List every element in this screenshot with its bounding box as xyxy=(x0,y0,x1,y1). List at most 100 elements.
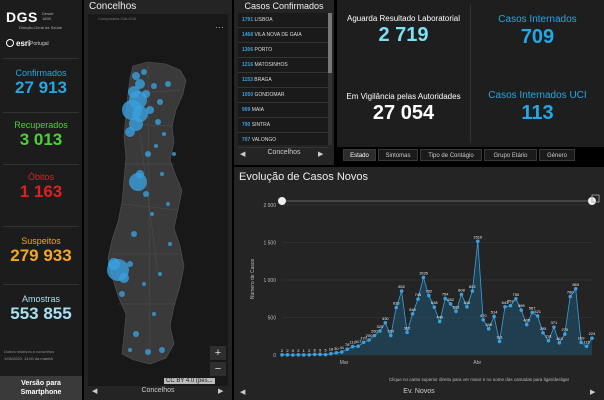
data-point xyxy=(584,344,589,349)
data-point xyxy=(291,353,295,357)
data-point xyxy=(563,332,567,336)
data-label: 41 xyxy=(340,345,345,350)
last-updated: 1/05/2020, 11:00 da manhã xyxy=(4,356,53,361)
data-label: 792 xyxy=(425,289,432,294)
confirmed-list: 1791 LISBOA 1468 VILA NOVA DE GAIA 1306 … xyxy=(238,13,328,148)
list-title: Casos Confirmados xyxy=(244,1,324,11)
data-point xyxy=(503,304,507,309)
smartphone-line1: Versão para xyxy=(21,380,61,387)
prev-arrow-icon[interactable]: ◀ xyxy=(240,389,246,396)
x-tick-label: Abr xyxy=(473,360,481,366)
data-point xyxy=(557,340,562,345)
data-label: 30 xyxy=(334,346,339,351)
data-label: 191 xyxy=(545,334,552,339)
list-item-name: GONDOMAR xyxy=(254,92,285,98)
data-point xyxy=(530,310,534,315)
list-item[interactable]: 1153 BRAGA xyxy=(238,73,328,88)
data-point xyxy=(590,336,594,340)
list-item-count: 707 xyxy=(242,137,251,143)
logo-tagline: Direção-Geral da Saúde xyxy=(19,25,63,30)
chart-footer-tab[interactable]: Ev. Novos xyxy=(403,388,435,395)
portugal-map xyxy=(107,61,187,365)
data-point xyxy=(443,296,447,301)
list-item[interactable]: 1050 GONDOMAR xyxy=(238,88,328,103)
list-footer-tab[interactable]: Concelhos xyxy=(267,149,301,156)
stat-value: 1 163 xyxy=(19,182,63,201)
data-label: 5 xyxy=(324,348,327,353)
case-bubbles xyxy=(107,69,176,355)
tab-grupo-etario[interactable]: Grupo Etário xyxy=(484,149,537,161)
prev-arrow-icon[interactable]: ◀ xyxy=(92,388,98,395)
list-item[interactable]: 1791 LISBOA xyxy=(238,13,328,28)
data-label: 780 xyxy=(567,290,574,295)
data-point xyxy=(568,294,573,299)
data-label: 371 xyxy=(551,320,558,325)
map-footer-tab[interactable]: Concelhos xyxy=(141,387,175,394)
data-label: 18 xyxy=(329,347,334,352)
data-label: 181 xyxy=(496,334,503,339)
y-tick-label: 1 000 xyxy=(263,278,276,284)
data-label: 549 xyxy=(409,307,416,312)
data-point xyxy=(481,317,486,322)
list-scrollbar[interactable] xyxy=(328,13,332,145)
data-label: 117 xyxy=(355,339,362,344)
data-point xyxy=(416,297,420,301)
list-item[interactable]: 1306 PORTO xyxy=(238,43,328,58)
data-label: 260 xyxy=(371,329,378,334)
tab-sintomas[interactable]: Sintomas xyxy=(378,149,418,161)
data-label: 883 xyxy=(572,282,579,287)
tab-tipo-contagio[interactable]: Tipo de Contágio xyxy=(420,149,482,161)
data-label: 78 xyxy=(345,342,350,347)
tab-estado[interactable]: Estado xyxy=(343,149,376,161)
data-point xyxy=(454,309,458,314)
list-item[interactable]: 790 SINTRA xyxy=(238,118,328,133)
data-label: 657 xyxy=(507,299,514,304)
data-point xyxy=(394,305,399,310)
data-label: 754 xyxy=(442,291,449,296)
tab-genero[interactable]: Género xyxy=(539,149,575,161)
zoom-in-button[interactable]: + xyxy=(210,346,226,360)
data-point xyxy=(350,344,355,349)
list-item[interactable]: 707 VALONGO xyxy=(238,133,328,148)
list-item-count: 1468 xyxy=(242,32,254,38)
y-tick-label: 500 xyxy=(268,316,277,322)
data-label: 112 xyxy=(350,340,357,345)
data-point xyxy=(301,353,306,357)
chart-panel: Evolução de Casos Novos 0 500 1 000 1 500 2 … xyxy=(234,167,604,400)
data-label: 633 xyxy=(393,301,400,306)
data-point xyxy=(546,338,551,343)
prev-arrow-icon[interactable]: ◀ xyxy=(240,151,246,158)
data-label: 2 xyxy=(281,348,284,353)
confirmed-list-panel: Casos Confirmados 1791 LISBOA 1468 VILA … xyxy=(234,0,334,165)
map-panel: Concelhos Compostela GALICIA ⋯ xyxy=(84,0,232,400)
card-surveillance: Em Vigilância pelas Autoridades 27 054 xyxy=(337,92,470,125)
data-label: 430 xyxy=(382,316,389,321)
map-view[interactable]: Compostela GALICIA ⋯ xyxy=(88,14,228,386)
map-region-label: Compostela GALICIA xyxy=(98,16,137,21)
next-arrow-icon[interactable]: ▶ xyxy=(590,389,596,396)
data-label: 446 xyxy=(436,315,443,320)
list-item[interactable]: 1216 MATOSINHOS xyxy=(238,58,328,73)
series-line xyxy=(282,241,593,356)
card-hospitalized: Casos Internados 709 xyxy=(471,14,604,49)
data-point xyxy=(492,314,496,319)
zoom-out-button[interactable]: − xyxy=(210,362,226,376)
next-arrow-icon[interactable]: ▶ xyxy=(318,151,324,158)
scrollbar-thumb[interactable] xyxy=(328,13,332,73)
data-point xyxy=(383,320,388,325)
data-label: 1 xyxy=(303,348,306,353)
data-point xyxy=(552,325,556,329)
map-menu-icon[interactable]: ⋯ xyxy=(215,22,224,32)
dgs-logo: DGS Desde 1899 Direção-Geral da Saúde es… xyxy=(2,4,80,54)
y-tick-label: 0 xyxy=(273,353,276,359)
data-label: 224 xyxy=(589,331,596,336)
list-item[interactable]: 1468 VILA NOVA DE GAIA xyxy=(238,28,328,43)
list-item-count: 1791 xyxy=(242,17,254,23)
list-item[interactable]: 909 MAIA xyxy=(238,103,328,118)
next-arrow-icon[interactable]: ▶ xyxy=(218,388,224,395)
smartphone-version-button[interactable]: Versão para Smartphone xyxy=(0,376,82,400)
data-label: 279 xyxy=(561,327,568,332)
data-point xyxy=(519,308,524,312)
